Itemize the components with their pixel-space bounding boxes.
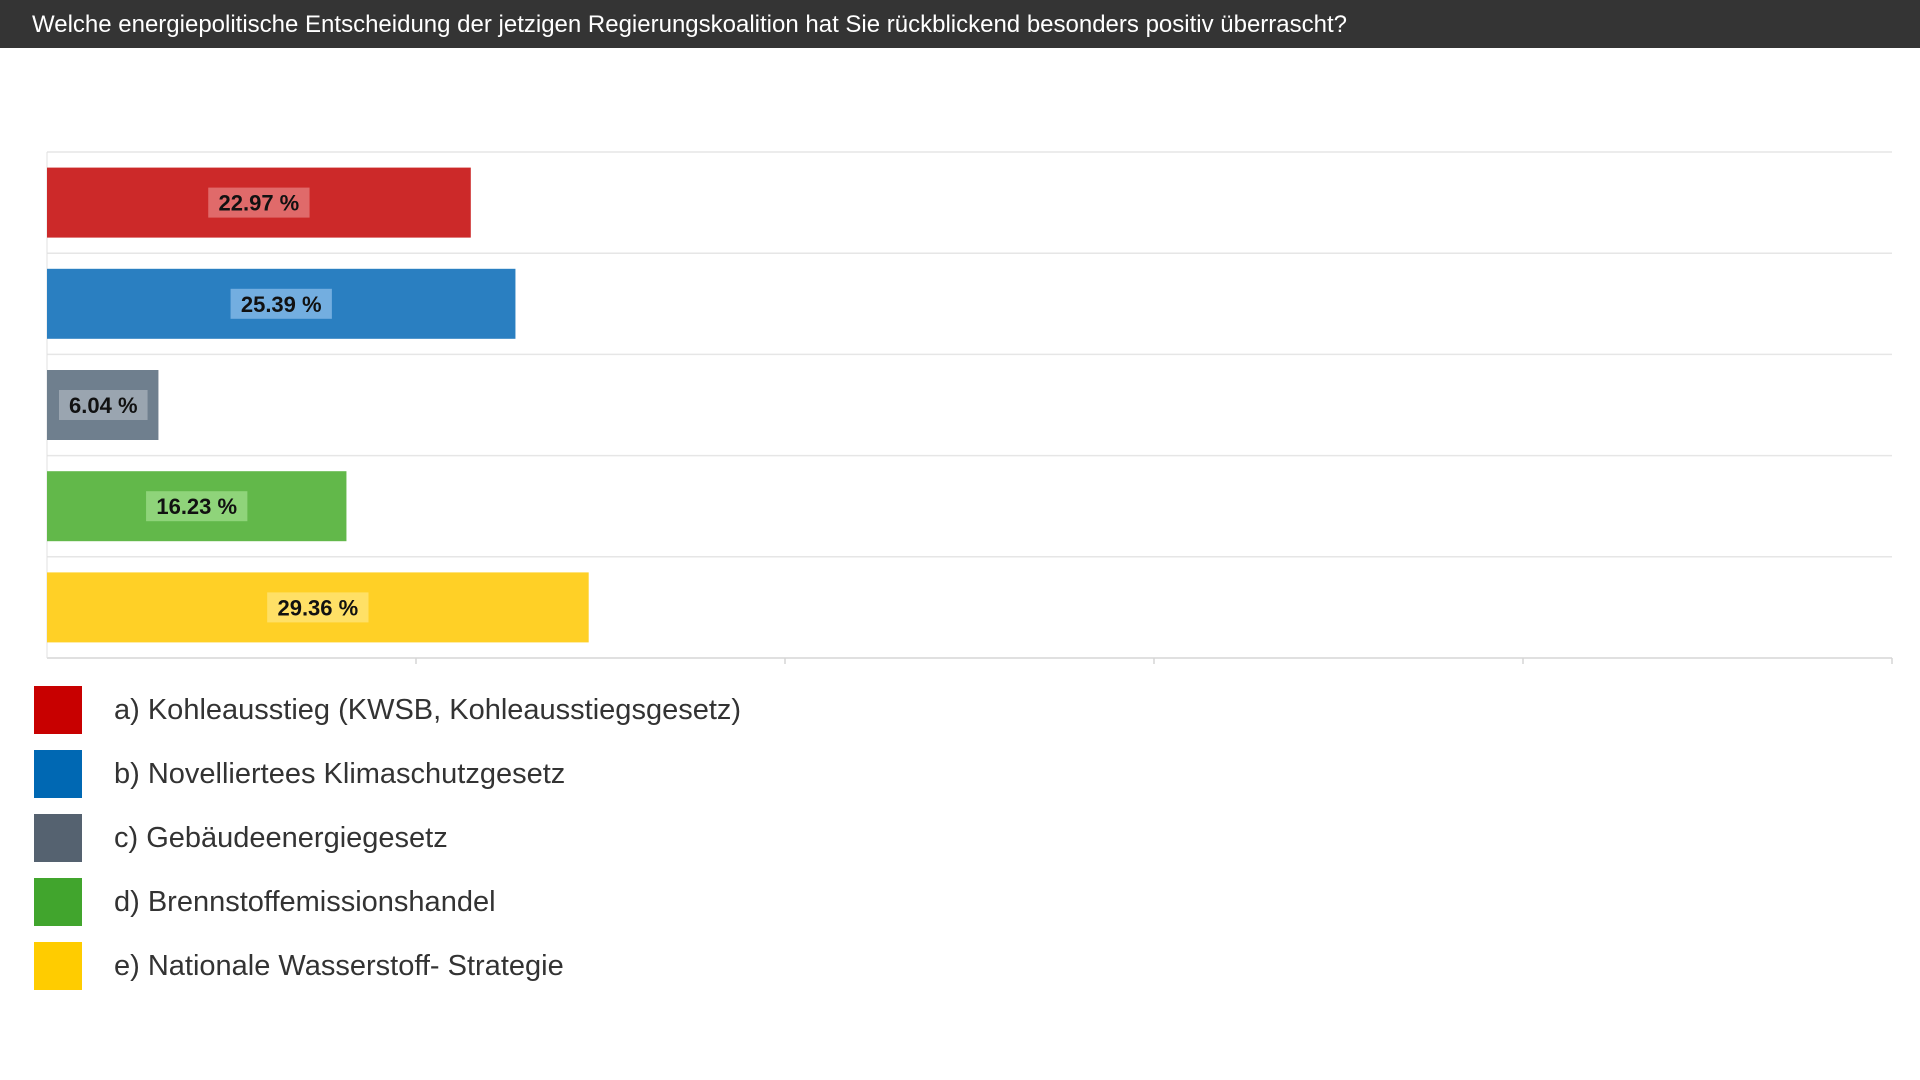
legend-label: d) Brennstoffemissionshandel	[114, 886, 496, 918]
legend-swatch	[34, 750, 82, 798]
data-label: 16.23 %	[156, 494, 237, 519]
data-label: 22.97 %	[219, 191, 300, 216]
bar-chart: 22.97 % 25.39 % 6.04 % 16.23 % 29.36 %	[46, 151, 1893, 664]
legend-label: e) Nationale Wasserstoff- Strategie	[114, 950, 564, 982]
data-label: 29.36 %	[277, 595, 358, 620]
data-label: 25.39 %	[241, 292, 322, 317]
data-label-background	[146, 491, 248, 522]
legend-label: c) Gebäudeenergiegesetz	[114, 822, 448, 854]
data-label-background	[267, 592, 369, 623]
legend-swatch	[34, 814, 82, 862]
legend-swatch	[34, 942, 82, 990]
data-label-background	[208, 187, 310, 218]
legend-label: b) Novelliertees Klimaschutzgesetz	[114, 758, 566, 790]
legend-swatch	[34, 878, 82, 926]
question-text: Welche energiepolitische Entscheidung de…	[32, 11, 1347, 38]
data-label-background	[59, 390, 148, 420]
data-label: 6.04 %	[69, 393, 138, 418]
question-header: Welche energiepolitische Entscheidung de…	[0, 0, 1920, 48]
legend-swatch	[34, 686, 82, 734]
legend-label: a) Kohleausstieg (KWSB, Kohleausstiegsge…	[114, 694, 742, 726]
data-label-background	[230, 288, 332, 319]
